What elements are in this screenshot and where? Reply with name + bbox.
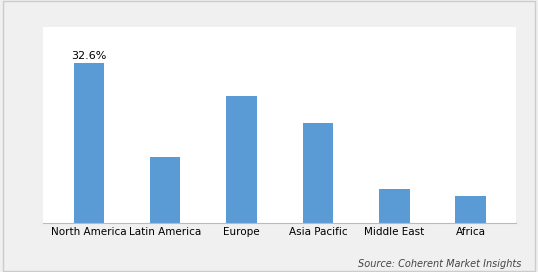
- Bar: [226, 96, 257, 223]
- Text: 32.6%: 32.6%: [71, 51, 107, 61]
- Bar: [455, 196, 486, 223]
- Bar: [379, 189, 409, 223]
- Bar: [74, 63, 104, 223]
- Bar: [150, 157, 180, 223]
- Text: Source: Coherent Market Insights: Source: Coherent Market Insights: [358, 259, 522, 269]
- Bar: [303, 123, 333, 223]
